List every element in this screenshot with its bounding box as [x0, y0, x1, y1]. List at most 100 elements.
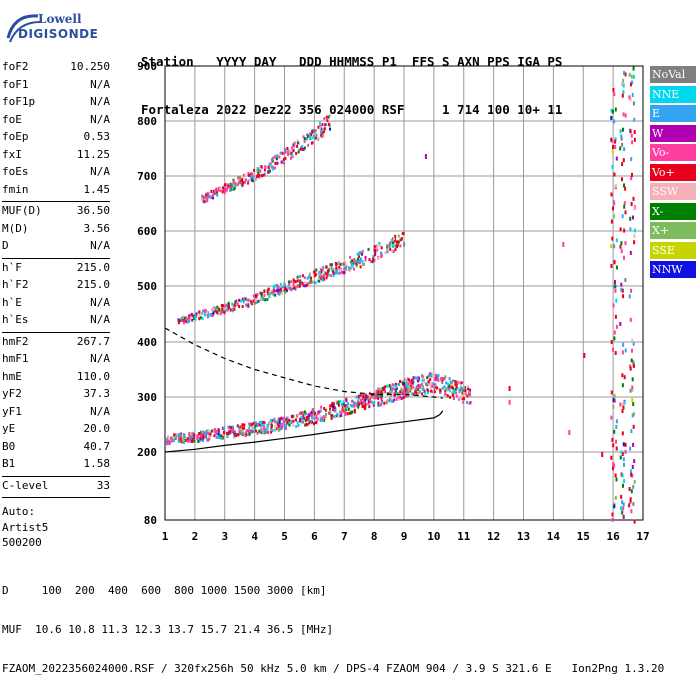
echo-point: [288, 149, 291, 153]
echo-point: [296, 141, 299, 145]
param-row: yF1 N/A: [2, 405, 110, 423]
echo-point: [416, 388, 419, 392]
echo-point: [623, 375, 626, 380]
echo-point: [329, 113, 332, 117]
echo-point: [614, 137, 617, 142]
echo-point: [631, 413, 634, 418]
echo-point: [319, 409, 322, 413]
echo-point: [619, 322, 622, 326]
echo-point: [269, 169, 271, 173]
echo-point: [428, 383, 430, 387]
echo-point: [356, 264, 358, 268]
echo-point: [235, 434, 237, 438]
echo-point: [274, 155, 277, 159]
echo-point: [634, 228, 636, 233]
echo-point: [426, 382, 429, 386]
echo-point: [345, 267, 348, 271]
echo-point: [262, 427, 265, 431]
echo-point: [173, 433, 176, 437]
echo-point: [276, 286, 279, 290]
echo-point: [345, 398, 348, 402]
echo-point: [306, 276, 309, 280]
echo-point: [274, 424, 277, 428]
echo-point: [296, 284, 299, 288]
auto-line: 500200: [2, 536, 42, 549]
echo-point: [613, 463, 616, 468]
echo-point: [410, 383, 413, 387]
param-value: N/A: [90, 77, 110, 91]
echo-point: [362, 398, 365, 402]
echo-point: [312, 134, 315, 138]
echo-point: [614, 284, 617, 289]
echo-point: [309, 419, 312, 423]
echo-point: [290, 420, 293, 423]
echo-point: [357, 394, 360, 398]
echo-point: [274, 161, 277, 165]
echo-point: [621, 93, 624, 98]
echo-point: [388, 384, 391, 388]
echo-point: [441, 378, 444, 382]
echo-point: [182, 321, 185, 325]
echo-point: [303, 140, 306, 144]
echo-point: [217, 432, 220, 436]
echo-point: [389, 242, 392, 246]
echo-point: [289, 156, 292, 160]
echo-point: [364, 402, 367, 406]
echo-point: [232, 427, 235, 431]
echo-point: [255, 294, 258, 298]
param-name: fmin: [2, 182, 29, 196]
echo-point: [613, 119, 616, 124]
echo-point: [327, 123, 330, 126]
echo-point: [460, 385, 462, 389]
echo-point: [621, 82, 623, 87]
echo-point: [214, 306, 217, 310]
echo-point: [222, 426, 225, 430]
echo-point: [315, 268, 318, 272]
echo-point: [377, 387, 380, 391]
echo-point: [260, 427, 263, 431]
echo-point: [276, 426, 279, 430]
echo-point: [612, 405, 615, 409]
echo-point: [351, 259, 354, 263]
echo-point: [612, 303, 615, 308]
echo-point: [620, 241, 623, 246]
echo-point: [357, 405, 360, 409]
echo-point: [386, 248, 389, 252]
echo-point: [620, 506, 622, 511]
echo-point: [452, 386, 455, 390]
echo-point: [188, 316, 191, 320]
echo-point: [610, 244, 613, 249]
echo-point: [184, 316, 187, 320]
echo-point: [284, 150, 287, 154]
echo-point: [229, 308, 232, 312]
echo-point: [276, 289, 279, 292]
param-name: foEs: [2, 165, 29, 178]
echo-point: [320, 133, 323, 137]
echo-point: [315, 133, 318, 137]
echo-point: [422, 384, 424, 388]
echo-point: [201, 316, 204, 320]
echo-point: [329, 127, 331, 131]
echo-point: [282, 420, 285, 424]
echo-point: [230, 425, 233, 429]
echo-point: [255, 429, 257, 433]
echo-point: [458, 397, 460, 401]
echo-point: [204, 197, 207, 201]
echo-point: [251, 175, 254, 179]
param-name: h`F2: [2, 278, 29, 291]
echo-point: [621, 409, 624, 413]
echo-point: [403, 390, 406, 394]
echo-point: [306, 137, 309, 141]
echo-point: [294, 280, 297, 284]
echo-point: [219, 434, 222, 438]
echo-point: [353, 267, 355, 271]
echo-point: [390, 386, 393, 390]
echo-point: [369, 391, 371, 395]
echo-point: [632, 341, 635, 346]
echo-point: [194, 315, 197, 319]
echo-point: [622, 442, 625, 447]
echo-point: [375, 390, 378, 394]
echo-point: [260, 293, 263, 297]
echo-point: [633, 479, 636, 484]
echo-point: [304, 146, 306, 150]
